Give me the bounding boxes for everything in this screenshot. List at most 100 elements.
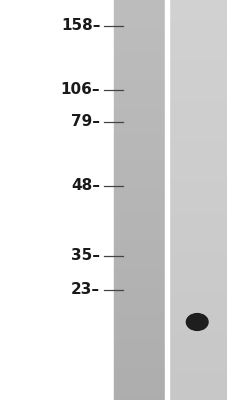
- Bar: [114, 180, 163, 187]
- Bar: [114, 327, 163, 333]
- Bar: [168, 73, 227, 80]
- Bar: [114, 207, 163, 213]
- Bar: [168, 247, 227, 253]
- Bar: [114, 133, 163, 140]
- Bar: [168, 313, 227, 320]
- Bar: [114, 313, 163, 320]
- Bar: [114, 253, 163, 260]
- Bar: [114, 120, 163, 127]
- Bar: [114, 127, 163, 133]
- Bar: [168, 120, 227, 127]
- Bar: [168, 53, 227, 60]
- Bar: [114, 20, 163, 27]
- Bar: [168, 353, 227, 360]
- Bar: [114, 233, 163, 240]
- Bar: [168, 320, 227, 327]
- Bar: [168, 220, 227, 227]
- Bar: [114, 353, 163, 360]
- Text: 106–: 106–: [60, 82, 100, 98]
- Bar: [114, 220, 163, 227]
- Bar: [114, 247, 163, 253]
- Bar: [168, 367, 227, 373]
- Bar: [168, 360, 227, 367]
- Bar: [168, 207, 227, 213]
- Text: 158–: 158–: [61, 18, 100, 34]
- Bar: [168, 127, 227, 133]
- Bar: [114, 333, 163, 340]
- Bar: [114, 167, 163, 173]
- Bar: [168, 260, 227, 267]
- Bar: [168, 140, 227, 147]
- Bar: [114, 240, 163, 247]
- Text: 79–: 79–: [71, 114, 100, 130]
- Bar: [168, 160, 227, 167]
- Bar: [114, 200, 163, 207]
- Bar: [168, 47, 227, 53]
- Bar: [168, 113, 227, 120]
- Bar: [114, 280, 163, 287]
- Bar: [168, 380, 227, 387]
- Bar: [114, 367, 163, 373]
- Bar: [168, 60, 227, 67]
- Bar: [168, 80, 227, 87]
- Bar: [168, 27, 227, 33]
- Bar: [114, 153, 163, 160]
- Text: 23–: 23–: [71, 282, 100, 298]
- Bar: [168, 300, 227, 307]
- Bar: [168, 340, 227, 347]
- Bar: [168, 233, 227, 240]
- Bar: [114, 33, 163, 40]
- Bar: [114, 40, 163, 47]
- Bar: [114, 73, 163, 80]
- Bar: [168, 200, 227, 207]
- Bar: [114, 273, 163, 280]
- Bar: [114, 380, 163, 387]
- Bar: [168, 167, 227, 173]
- Bar: [114, 60, 163, 67]
- Bar: [114, 140, 163, 147]
- Bar: [168, 40, 227, 47]
- Bar: [114, 287, 163, 293]
- Bar: [114, 300, 163, 307]
- Bar: [168, 0, 227, 7]
- Bar: [168, 387, 227, 393]
- Bar: [168, 327, 227, 333]
- Text: 48–: 48–: [71, 178, 100, 194]
- Bar: [168, 133, 227, 140]
- Bar: [114, 360, 163, 367]
- Bar: [168, 153, 227, 160]
- Bar: [168, 20, 227, 27]
- Bar: [168, 307, 227, 313]
- Bar: [114, 0, 163, 7]
- Bar: [114, 113, 163, 120]
- Bar: [164, 0, 168, 400]
- Bar: [114, 393, 163, 400]
- Bar: [114, 27, 163, 33]
- Bar: [168, 93, 227, 100]
- Bar: [114, 260, 163, 267]
- Bar: [168, 347, 227, 353]
- Bar: [168, 273, 227, 280]
- Bar: [114, 100, 163, 107]
- Bar: [168, 187, 227, 193]
- Bar: [168, 280, 227, 287]
- Bar: [168, 227, 227, 233]
- Bar: [114, 307, 163, 313]
- Text: 35–: 35–: [71, 248, 100, 264]
- Bar: [168, 67, 227, 73]
- Bar: [168, 7, 227, 13]
- Bar: [114, 87, 163, 93]
- Bar: [168, 87, 227, 93]
- Bar: [168, 253, 227, 260]
- Bar: [168, 173, 227, 180]
- Ellipse shape: [186, 314, 207, 330]
- Bar: [114, 373, 163, 380]
- Bar: [114, 267, 163, 273]
- Bar: [168, 13, 227, 20]
- Bar: [168, 240, 227, 247]
- Bar: [114, 187, 163, 193]
- Bar: [114, 340, 163, 347]
- Bar: [168, 107, 227, 113]
- Bar: [114, 160, 163, 167]
- Bar: [168, 333, 227, 340]
